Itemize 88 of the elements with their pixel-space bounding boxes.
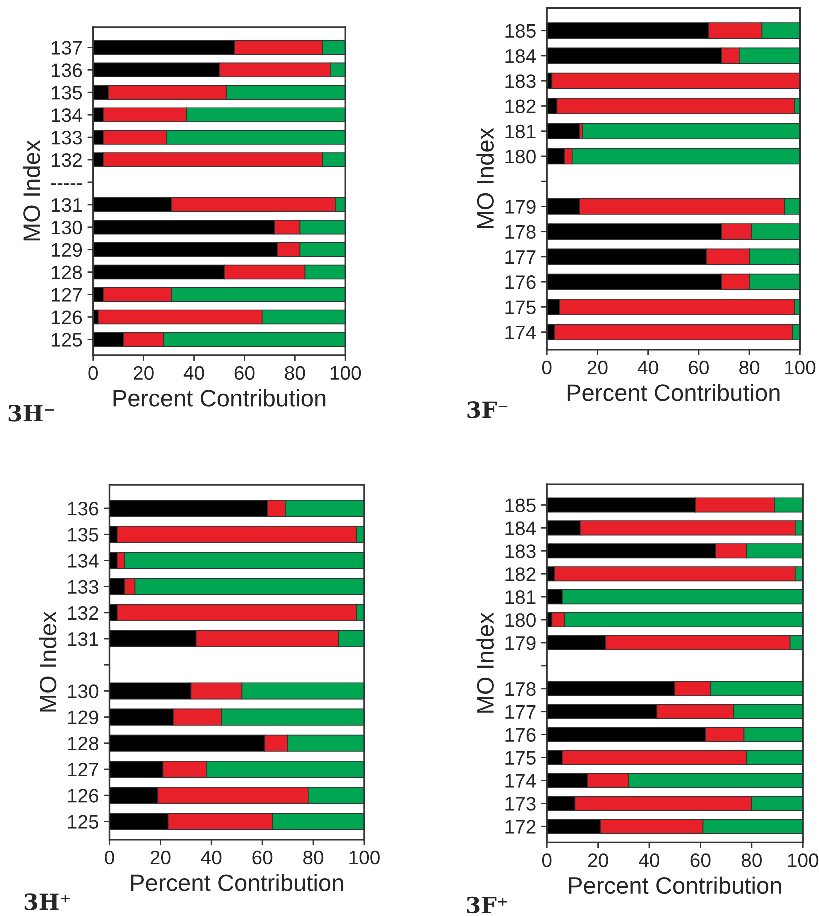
y-tick-label: 172: [506, 820, 536, 834]
y-tick-label: 136: [52, 64, 82, 78]
y-tick-label: 177: [506, 250, 536, 264]
y-tick-label: 174: [506, 774, 536, 788]
y-tick-label: 126: [52, 310, 82, 324]
y-axis-title: MO Index: [476, 612, 494, 713]
x-tick-label: 80: [304, 850, 324, 865]
y-tick-label: 134: [52, 108, 82, 122]
x-tick-label: 40: [184, 366, 204, 380]
y-tick-label: 132: [52, 153, 82, 168]
y-tick-label: 182: [506, 568, 536, 582]
y-tick-label: 135: [52, 86, 82, 100]
text: 3F⁻: [468, 402, 508, 418]
x-tick-label: 0: [105, 850, 114, 865]
y-tick-label: 179: [506, 636, 536, 650]
x-tick-label: 0: [542, 360, 552, 375]
y-tick-label: 130: [68, 684, 99, 698]
y-tick-label: 184: [506, 522, 536, 536]
y-axis-title: MO Index: [476, 128, 494, 228]
y-axis-title: MO Index: [22, 140, 40, 241]
x-tick-label: 40: [638, 360, 658, 375]
y-tick-label: 129: [52, 243, 82, 258]
y-tick-label: 175: [506, 751, 536, 766]
y-tick-label: 181: [506, 124, 536, 139]
x-tick-label: 40: [639, 854, 660, 868]
x-tick-label: 20: [134, 366, 154, 380]
text: 3H⁺: [24, 894, 70, 910]
x-tick-label: 60: [252, 850, 273, 865]
x-axis-title: Percent Contribution: [114, 390, 326, 407]
y-tick-label: 137: [52, 41, 82, 55]
x-tick-label: 60: [234, 366, 255, 380]
y-tick-label: 177: [506, 706, 536, 719]
x-tick-label: 60: [689, 360, 709, 375]
y-tick-label: 176: [506, 728, 536, 742]
x-tick-label: 100: [330, 366, 362, 380]
y-tick-label: 174: [506, 326, 536, 340]
y-tick-label: 178: [506, 225, 536, 240]
y-tick-label: 185: [506, 498, 536, 512]
x-tick-label: 80: [742, 854, 762, 868]
x-tick-label: 20: [588, 360, 608, 375]
y-tick-label: 133: [52, 131, 82, 145]
y-tick-label: 129: [68, 710, 98, 725]
x-axis-title: Percent Contribution: [568, 384, 780, 402]
x-tick-label: 60: [690, 854, 711, 868]
y-tick-label: 180: [506, 613, 536, 628]
y-tick-label: 126: [68, 789, 98, 803]
y-tick-label: 133: [68, 580, 98, 594]
x-tick-label: 20: [150, 850, 171, 865]
text: 3H⁻: [8, 404, 54, 422]
y-tick-label: 132: [68, 606, 98, 620]
x-tick-label: 100: [350, 850, 380, 865]
x-tick-label: 20: [588, 854, 608, 868]
y-tick-label: 136: [68, 502, 98, 516]
y-tick-label: 131: [68, 632, 98, 646]
text: 3F⁺: [467, 896, 508, 914]
y-tick-label: 184: [506, 49, 536, 64]
y-tick-label: 134: [68, 554, 99, 568]
y-tick-label: 183: [506, 74, 536, 88]
y-tick-label: 131: [52, 198, 82, 212]
y-axis-title: MO Index: [39, 612, 57, 712]
y-tick-label: 127: [52, 288, 82, 302]
y-tick-label: 173: [506, 797, 536, 811]
y-tick-label: 135: [68, 528, 99, 542]
y-tick-label: 175: [506, 300, 536, 314]
y-tick-label: -----: [51, 184, 82, 186]
x-tick-label: 100: [785, 360, 816, 375]
y-tick-label: 182: [506, 100, 536, 114]
y-tick-label: 178: [506, 682, 536, 696]
y-tick-label: 128: [52, 266, 82, 280]
x-axis-title: Percent Contribution: [569, 876, 782, 894]
x-axis-title: Percent Contribution: [131, 874, 344, 892]
x-tick-label: 0: [88, 366, 98, 380]
x-tick-label: 100: [788, 854, 819, 868]
y-tick-label: 180: [506, 150, 536, 164]
x-tick-label: 0: [542, 854, 552, 868]
y-tick-label: 181: [506, 590, 536, 604]
y-tick-label: 128: [68, 736, 98, 751]
x-tick-label: 80: [740, 360, 760, 375]
y-tick-label: 183: [506, 544, 536, 558]
y-tick-label: 185: [506, 24, 536, 38]
y-tick-label: 179: [506, 200, 536, 214]
y-tick-label: 125: [68, 815, 99, 829]
y-tick-label: 130: [52, 220, 82, 235]
y-tick-label: 176: [506, 276, 536, 290]
y-tick-label: 127: [68, 762, 98, 777]
y-tick-label: 125: [52, 333, 82, 347]
x-tick-label: 40: [201, 850, 222, 865]
x-tick-label: 80: [285, 366, 306, 380]
